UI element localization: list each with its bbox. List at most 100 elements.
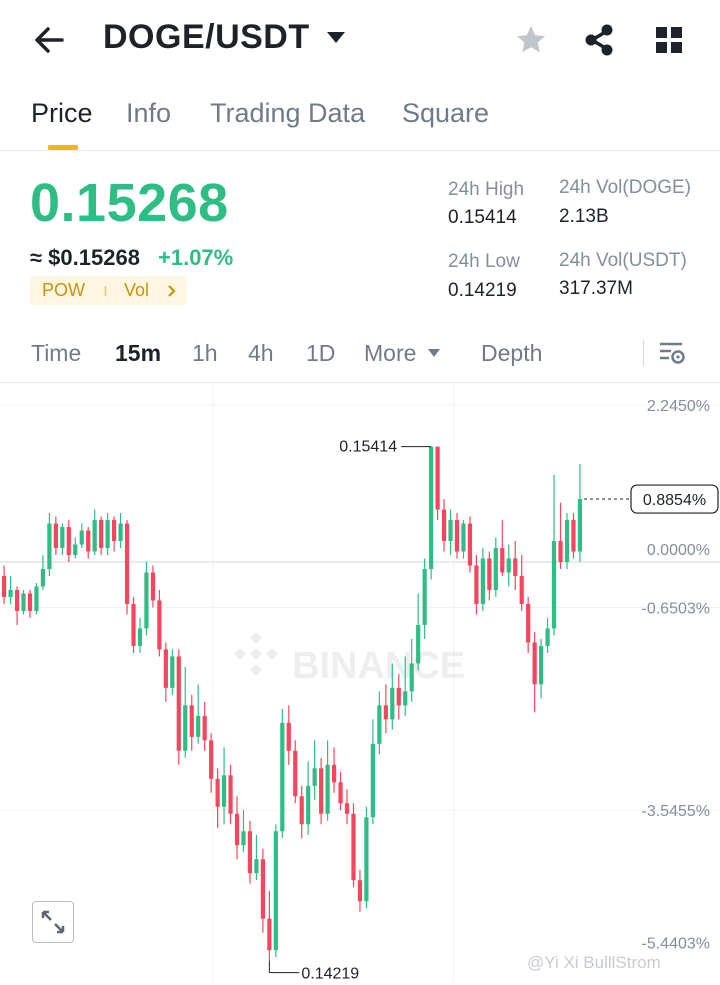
- share-button[interactable]: [580, 20, 620, 60]
- candle-body: [564, 520, 570, 562]
- tag-separator: ı: [103, 280, 109, 300]
- candle-body: [429, 446, 434, 569]
- candle-body: [111, 520, 117, 542]
- candle-body: [545, 628, 550, 646]
- candle-body: [532, 642, 537, 685]
- timeframe-more[interactable]: More: [364, 340, 441, 367]
- expand-icon: [41, 910, 65, 934]
- candle-body: [441, 509, 447, 542]
- candle-body: [144, 572, 149, 629]
- candle-body: [506, 558, 511, 573]
- candle-body: [163, 649, 168, 688]
- tag-pow: POW: [42, 280, 85, 300]
- grid-menu-button[interactable]: [650, 20, 690, 60]
- high-value: 0.15414: [448, 207, 517, 228]
- candle-body: [209, 740, 214, 779]
- candle-body: [105, 520, 110, 549]
- candle-body: [150, 572, 156, 601]
- chart-annotations: 0.15414 0.14219 0.8854%: [268, 439, 719, 982]
- candle-body: [267, 918, 272, 951]
- candle-body: [293, 750, 298, 797]
- candle-body: [183, 705, 188, 751]
- current-price-label: 0.8854%: [643, 492, 706, 509]
- candle-body: [34, 586, 39, 611]
- timeframe-time[interactable]: Time: [31, 340, 82, 366]
- candle-body: [176, 656, 181, 751]
- favorite-button[interactable]: [511, 20, 551, 60]
- footer-watermark: @Yi Xi BulllStrom: [527, 953, 661, 972]
- candle-body: [519, 575, 524, 604]
- star-icon: [517, 26, 545, 53]
- candle-body: [86, 530, 91, 552]
- candle-body: [47, 523, 52, 569]
- timeframe-1d[interactable]: 1D: [306, 340, 336, 366]
- back-button[interactable]: [30, 20, 70, 60]
- low-marker-label: 0.14219: [301, 966, 359, 982]
- candle-body: [480, 558, 485, 604]
- back-arrow-icon: [35, 27, 64, 53]
- candle-body: [551, 541, 557, 629]
- candle-body: [60, 527, 65, 549]
- candle-body: [312, 768, 317, 786]
- y-axis-label: -5.4403%: [642, 935, 711, 952]
- high-label: 24h High: [448, 179, 525, 200]
- tab-info[interactable]: Info: [126, 98, 172, 128]
- grid-icon: [656, 27, 682, 53]
- expand-chart-button[interactable]: [32, 901, 74, 943]
- candle-body: [461, 523, 466, 552]
- y-axis-label: -0.6503%: [642, 600, 711, 617]
- tabs-divider: [0, 150, 720, 151]
- candle-body: [273, 831, 278, 951]
- toolbar-separator: [643, 340, 644, 366]
- candle-body: [539, 645, 544, 685]
- caret-down-icon: [327, 32, 345, 43]
- candle-body: [513, 558, 518, 576]
- candle-body: [325, 764, 330, 814]
- candle-body: [526, 603, 531, 643]
- candle-body: [319, 768, 324, 814]
- last-price: 0.15268: [30, 173, 229, 233]
- tab-square[interactable]: Square: [402, 98, 490, 128]
- candle-body: [118, 523, 123, 542]
- timeframe-4h[interactable]: 4h: [248, 340, 274, 366]
- candle-body: [131, 603, 136, 646]
- candle-body: [396, 687, 401, 706]
- tab-price[interactable]: Price: [31, 98, 93, 128]
- candle-body: [254, 859, 259, 874]
- chart-settings-button[interactable]: [657, 338, 687, 368]
- candle-body: [370, 743, 375, 818]
- candle-body: [53, 523, 58, 549]
- candle-body: [286, 722, 291, 751]
- y-axis-label: 0.0000%: [647, 542, 710, 559]
- candle-body: [577, 499, 583, 552]
- share-icon: [585, 24, 613, 56]
- candle-body: [493, 548, 498, 590]
- timeframe-depth[interactable]: Depth: [481, 340, 543, 366]
- low-value: 0.14219: [448, 280, 517, 301]
- tag-badge[interactable]: POW ı Vol: [30, 276, 187, 305]
- candle-body: [467, 523, 473, 566]
- price-usd: ≈ $0.15268: [30, 245, 140, 270]
- vol-doge-value: 2.13B: [559, 206, 609, 227]
- candlestick-chart[interactable]: BINANCE 0.15414 0.14219 0.8854% 2.2450% 0.0…: [0, 382, 720, 982]
- candle-body: [73, 544, 78, 556]
- candle-body: [92, 520, 97, 552]
- candle-body: [14, 589, 20, 611]
- candle-body: [66, 527, 71, 556]
- pair-dropdown-button[interactable]: [325, 28, 347, 48]
- tab-trading-data[interactable]: Trading Data: [210, 98, 366, 128]
- candle-body: [221, 775, 227, 807]
- high-marker-label: 0.15414: [339, 439, 397, 456]
- candle-body: [357, 880, 363, 902]
- candle-body: [571, 520, 576, 552]
- candle-body: [99, 520, 104, 549]
- candle-body: [1, 575, 7, 597]
- candle-body: [228, 775, 233, 814]
- timeframe-15m[interactable]: 15m: [115, 340, 162, 366]
- pair-title[interactable]: DOGE/USDT: [103, 18, 310, 56]
- vol-usdt-label: 24h Vol(USDT): [559, 250, 687, 271]
- timeframe-1h[interactable]: 1h: [192, 340, 218, 366]
- candle-body: [170, 656, 175, 688]
- active-tab-indicator: [48, 145, 78, 150]
- price-change-percent: +1.07%: [158, 245, 234, 270]
